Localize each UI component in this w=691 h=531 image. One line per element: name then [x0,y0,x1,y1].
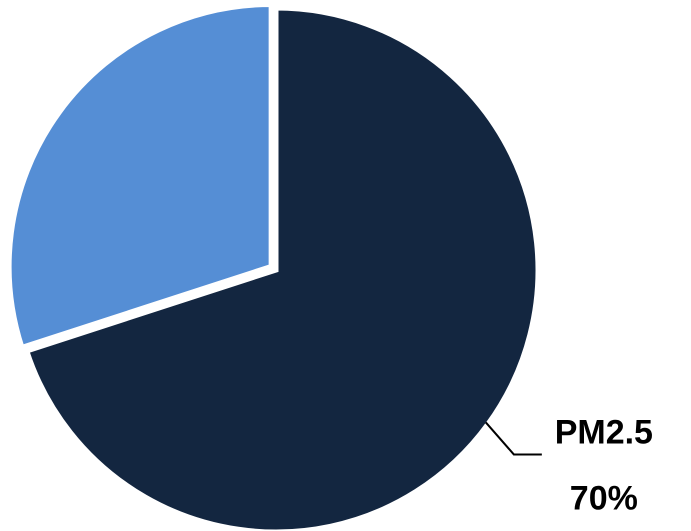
slice-label: PM2.5 [555,413,653,451]
pie-slice [6,1,274,351]
leader-line [485,421,542,456]
slice-value-label: 70% [570,479,638,517]
